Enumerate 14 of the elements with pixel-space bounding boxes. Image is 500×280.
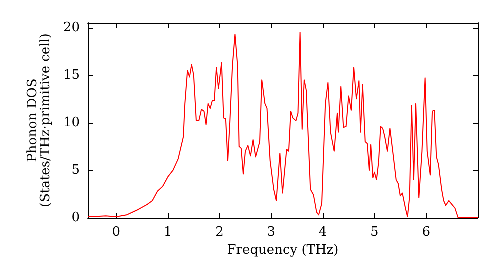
x-tick-label: 3 bbox=[267, 225, 276, 240]
x-axis-title: Frequency (THz) bbox=[227, 242, 339, 258]
x-tick-label: 6 bbox=[422, 225, 430, 240]
x-tick-label: 1 bbox=[164, 225, 172, 240]
y-tick-label: 10 bbox=[63, 115, 80, 130]
x-tick-label: 5 bbox=[370, 225, 379, 240]
y-tick-label: 0 bbox=[72, 210, 80, 226]
y-tick-label: 15 bbox=[63, 68, 80, 83]
x-tick-label: 2 bbox=[216, 225, 224, 240]
y-tick-label: 20 bbox=[63, 20, 80, 36]
x-tick-label: 4 bbox=[318, 225, 328, 240]
x-tick-label: 0 bbox=[112, 225, 121, 240]
y-axis-title: Phonon DOS (States/THz·primitive cell) bbox=[26, 33, 54, 208]
y-tick-label: 5 bbox=[72, 162, 80, 178]
